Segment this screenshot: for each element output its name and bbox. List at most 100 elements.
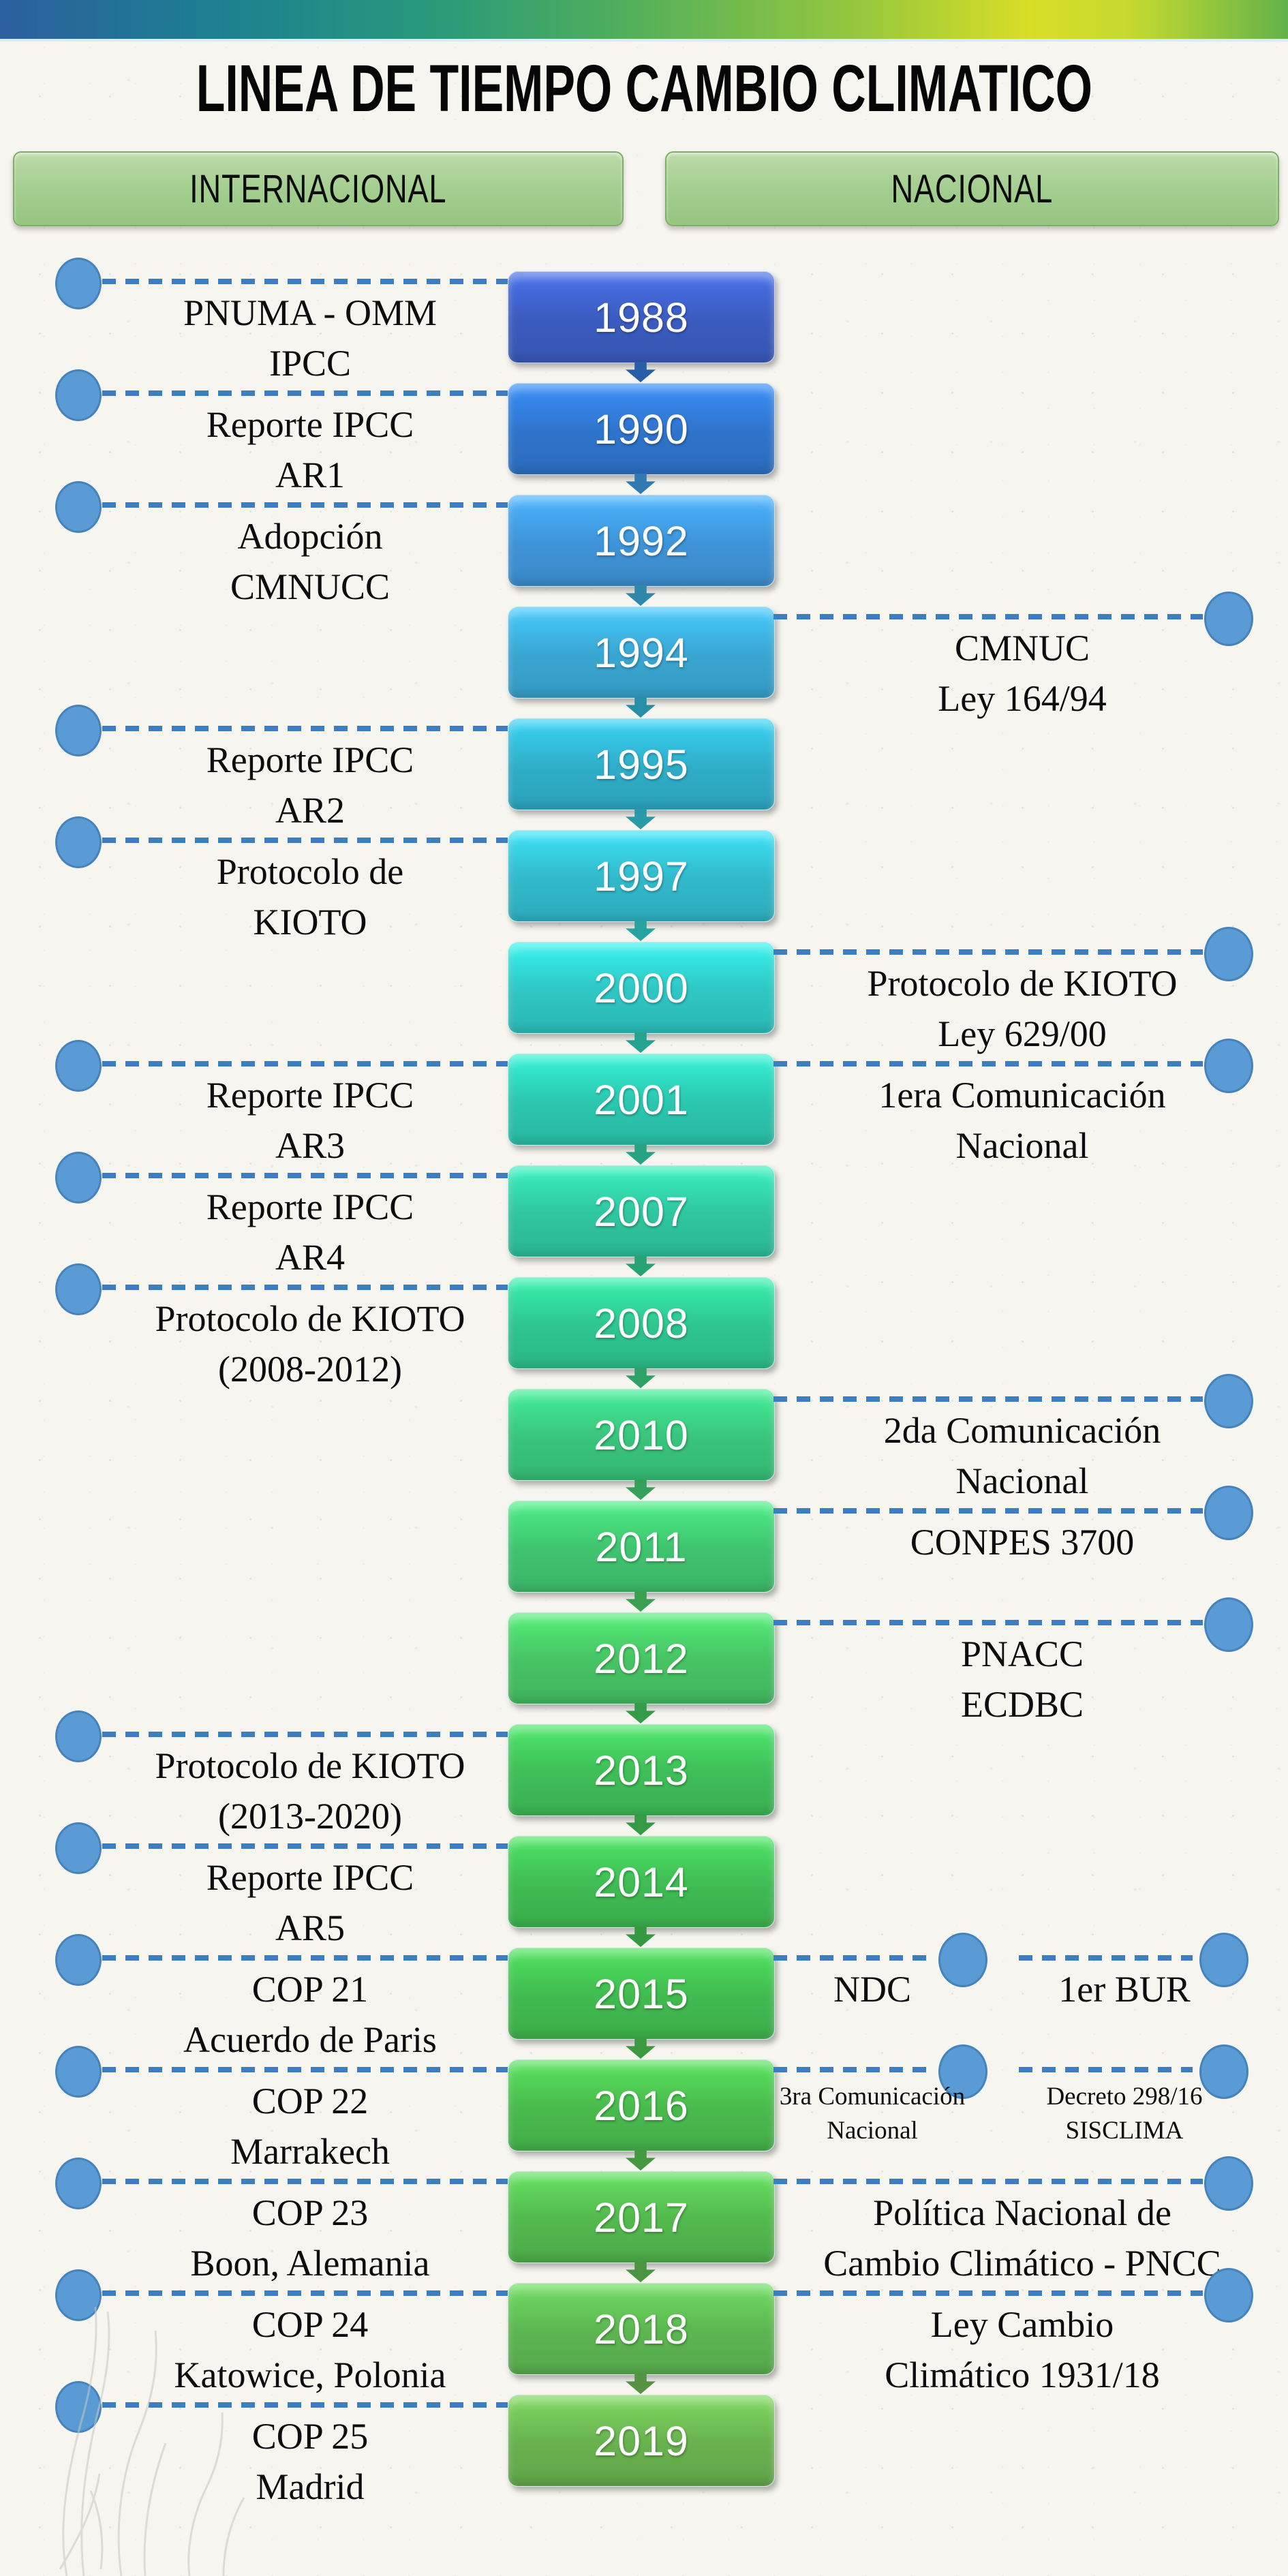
column-header-internacional: INTERNACIONAL [13,151,624,226]
timeline-connector-line [102,838,508,843]
event-text-line: Reporte IPCC [206,1075,414,1116]
timeline-connector-line [773,2290,1203,2296]
year-box: 2000 [508,942,775,1034]
timeline-connector-line [102,1732,508,1737]
year-box: 2014 [508,1836,775,1928]
column-header-internacional-label: INTERNACIONAL [189,166,447,211]
event-text-line: COP 21 [251,1969,369,2010]
event-text-line: Reporte IPCC [206,404,414,445]
timeline-node-circle [55,705,102,756]
down-arrow-icon [626,1256,656,1276]
timeline-connector-line [102,1843,508,1849]
down-arrow-icon [626,585,656,606]
timeline-connector-line [102,2179,508,2184]
year-label: 2015 [594,1970,689,2017]
event-text-line: Reporte IPCC [206,739,414,780]
left-event-label: COP 25 Madrid [109,2411,511,2512]
year-box: 2019 [508,2395,775,2487]
event-text-line: Madrid [256,2466,365,2507]
event-text-line: (2013-2020) [218,1796,402,1837]
year-label: 2016 [594,2082,689,2129]
timeline-node-circle [1199,2044,1248,2099]
event-text-line: IPCC [269,343,352,384]
timeline-connector-line [773,2067,934,2072]
timeline-connector-line [102,390,508,396]
event-text-line: Nacional [955,1460,1089,1501]
year-label: 2000 [594,964,689,1011]
right-event-label: CONPES 3700 [784,1517,1261,1567]
down-arrow-icon [626,2374,656,2394]
year-box: 1994 [508,607,775,699]
left-event-label: Reporte IPCC AR5 [109,1852,511,1953]
timeline-node-circle [1199,1933,1248,1987]
timeline-node-circle [55,1711,102,1762]
timeline-connector-line [773,2179,1203,2184]
event-text-line: AR2 [275,790,345,831]
right-event-label: 1era Comunicación Nacional [784,1070,1261,1171]
year-label: 2007 [594,1188,689,1235]
timeline-node-circle [55,258,102,309]
timeline-node-circle [55,2046,102,2098]
timeline-node-circle [1204,1486,1253,1540]
timeline-node-circle [1204,1039,1253,1093]
year-box: 2016 [508,2059,775,2151]
right-event-label: 1er BUR [1002,1964,1247,2014]
down-arrow-icon [626,809,656,829]
timeline-node-circle [55,2158,102,2209]
year-box: 1997 [508,830,775,922]
year-label: 1997 [594,853,689,900]
timeline-node-circle [1204,927,1253,981]
timeline-connector-line [102,726,508,731]
year-label: 1990 [594,405,689,453]
left-event-label: Protocolo de KIOTO [109,846,511,947]
right-event-label: PNACC ECDBC [784,1629,1261,1730]
year-box: 1990 [508,383,775,475]
left-event-label: Adopción CMNUCC [109,511,511,612]
down-arrow-icon [626,1591,656,1612]
year-label: 2011 [595,1523,688,1570]
event-text-line: AR3 [275,1125,345,1166]
event-text-line: Cambio Climático - PNCC [823,2243,1221,2284]
year-label: 2019 [594,2417,689,2464]
timeline-node-circle [938,1933,987,1987]
event-text-line: COP 25 [251,2416,369,2457]
right-event-label: CMNUC Ley 164/94 [784,623,1261,724]
event-text-line: Ley 629/00 [938,1013,1107,1054]
year-label: 1994 [594,629,689,676]
title-row: LINEA DE TIEMPO CAMBIO CLIMATICO [0,50,1288,127]
timeline-node-circle [1204,1597,1253,1652]
timeline-connector-line [102,1061,508,1067]
event-text-line: Política Nacional de [873,2192,1171,2233]
event-text-line: (2008-2012) [218,1349,402,1390]
down-arrow-icon [626,362,656,382]
timeline-node-circle [55,481,102,533]
right-event-label: Decreto 298/16 SISCLIMA [1002,2080,1247,2148]
timeline-connector-line [102,502,508,508]
year-label: 1992 [594,517,689,564]
event-text-line: Nacional [955,1125,1089,1166]
left-event-label: COP 23 Boon, Alemania [109,2188,511,2288]
top-gradient-bar [0,0,1288,42]
left-event-label: COP 24 Katowice, Polonia [109,2299,511,2400]
event-text-line: Climático 1931/18 [885,2355,1160,2395]
down-arrow-icon [626,474,656,494]
year-box: 1995 [508,718,775,810]
event-text-line: Nacional [827,2117,918,2145]
timeline-node-circle [1204,2268,1253,2322]
year-label: 2014 [594,1858,689,1905]
pencil-plant-sketch [59,2306,245,2576]
event-text-line: 2da Comunicación [883,1410,1161,1451]
left-event-label: COP 22 Marrakech [109,2076,511,2177]
year-box: 1992 [508,495,775,587]
timeline-node-circle [1204,592,1253,646]
event-text-line: Protocolo de KIOTO [155,1745,465,1786]
timeline-connector-line [102,2402,508,2408]
year-label: 1988 [594,294,689,341]
year-box: 2011 [508,1501,775,1593]
timeline-connector-line [102,1285,508,1290]
timeline-node-circle [1204,2156,1253,2211]
timeline-node-circle [938,2044,987,2099]
event-text-line: Decreto 298/16 [1046,2083,1203,2111]
timeline-connector-line [102,2290,508,2296]
